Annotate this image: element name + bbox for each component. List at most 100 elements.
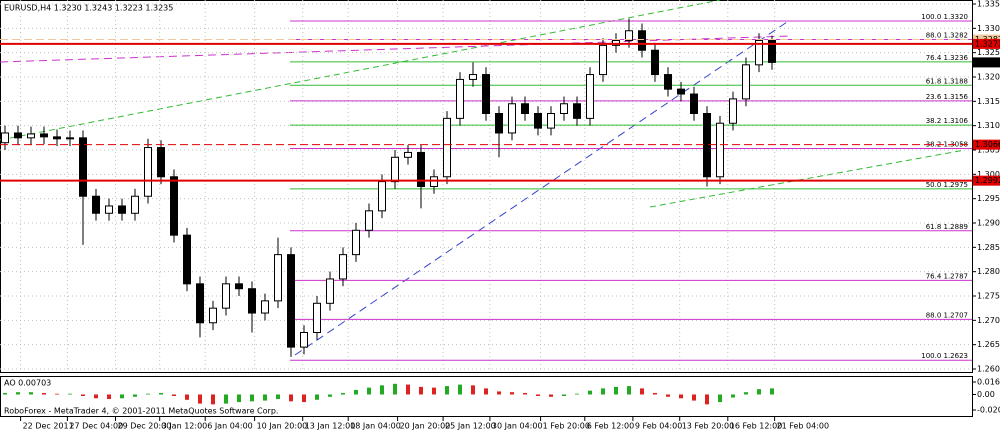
candle-body [274,254,282,302]
ao-bar [419,386,423,395]
candle-body [105,205,113,214]
candle-body [287,254,295,348]
y-tick-label: 1.3305 [977,24,1000,33]
candle-body [27,133,35,139]
indicator-tick-label: -0.0204 [977,406,1000,415]
candle-body [495,113,503,134]
y-tick-label: 1.2855 [977,243,1000,252]
fibo-label: 88.0 1.3282 [926,32,968,40]
ao-bar [393,383,397,395]
candle-body [79,137,87,197]
price-label: 1.3066 [975,140,1000,149]
ao-bar [692,394,696,401]
ao-bar [120,394,124,399]
y-tick-label: 1.3105 [977,121,1000,130]
candle-body [768,40,776,63]
ao-bar [601,388,605,395]
candle-body [508,103,516,134]
candle-body [183,234,191,285]
fibo-label: 100.0 1.2623 [921,352,968,360]
trend-line [0,35,791,63]
candle-body [534,113,542,129]
x-tick-label: 1 Feb 20:00 [543,422,590,431]
ao-bar [536,394,540,396]
candle-body [248,288,256,314]
ao-bar [523,392,527,395]
ao-bar [497,391,501,395]
ao-bar [562,394,566,396]
ao-bar [679,394,683,399]
fibo-label: 38.2 1.3106 [926,117,969,125]
ao-bar [29,392,33,395]
x-tick-label: 13 Feb 20:00 [682,422,734,431]
candle-body [677,88,685,95]
ao-bar [510,392,514,395]
fibo-label: 50.0 1.2975 [926,181,968,189]
candle-body [755,40,763,66]
candle-body [53,136,61,140]
y-tick-label: 1.3155 [977,97,1000,106]
y-tick-label: 1.3055 [977,146,1000,155]
price-box [973,57,1000,68]
candle-body [391,156,399,183]
ao-bar [159,392,163,395]
candle-body [144,147,152,197]
x-tick-label: 29 Dec 20:00 [118,422,172,431]
ao-bar [705,394,709,405]
ao-bar [757,389,761,395]
ao-bar [42,392,46,395]
candle-body [599,44,607,76]
x-tick-label: 9 Feb 04:00 [635,422,682,431]
candle-body [417,151,425,187]
ao-bar [549,394,553,397]
fibo-label: 23.6 1.3156 [926,93,969,101]
ao-bar [770,388,774,395]
candle-body [651,49,659,76]
candle-body [339,254,347,280]
candle-body [92,195,100,214]
fibo-label: 100.0 1.3320 [921,13,968,21]
ao-bar [471,385,475,395]
ao-bar [16,392,20,395]
candle-body [1,132,9,144]
y-tick-label: 1.2705 [977,316,1000,325]
trend-line [649,149,966,208]
candle-body [352,229,360,256]
candle-body [443,117,451,178]
ao-bar [484,388,488,395]
ao-bar [81,394,85,396]
ao-bar [250,394,254,402]
candle-body [66,137,74,140]
x-tick-label: 25 Jan 12:00 [445,422,496,431]
ao-bar [731,394,735,398]
y-tick-label: 1.2905 [977,219,1000,228]
ao-bar [107,394,111,400]
ao-bar [718,394,722,403]
ao-bar [666,394,670,397]
ao-bar [744,392,748,395]
candle-body [300,332,308,348]
candle-body [560,103,568,115]
ao-bar [432,387,436,395]
candle-body [716,122,724,178]
ao-bar [640,388,644,395]
x-tick-label: 20 Jan 20:00 [400,422,451,431]
candle-body [365,210,373,231]
candle-body [235,283,243,290]
candle-body [157,147,165,178]
ao-bar [302,394,306,403]
price-label: 1.2992 [975,176,1000,185]
y-tick-label: 1.3205 [977,73,1000,82]
x-tick-label: 3 Jan 12:00 [162,422,208,431]
ao-bar [328,394,332,397]
price-label: 1.3235 [975,58,1000,67]
main-frame [0,0,973,373]
ao-bar [198,394,202,404]
candle-body [118,205,126,214]
ao-bar [224,394,228,404]
indicator-frame [0,376,973,417]
candle-body [326,278,334,304]
y-tick-label: 1.2605 [977,365,1000,374]
trend-line [0,0,721,141]
